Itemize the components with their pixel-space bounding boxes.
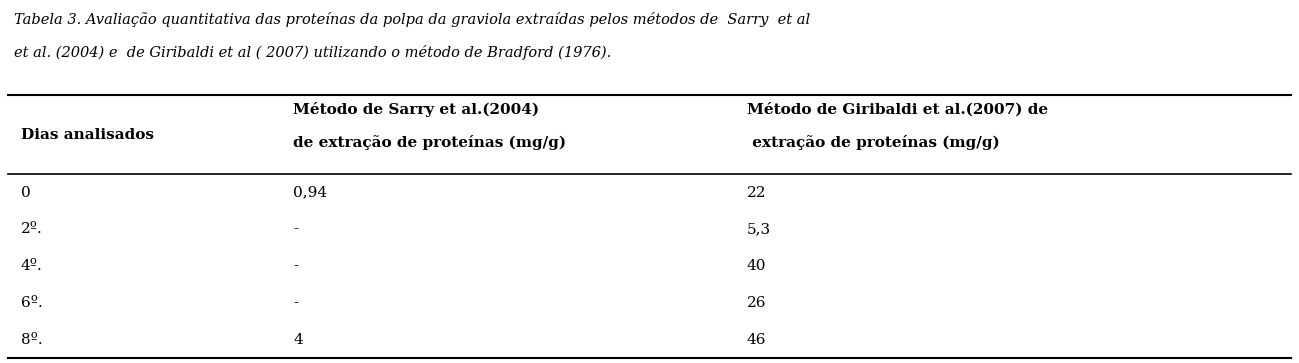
Text: et al. (2004) e  de Giribaldi et al ( 2007) utilizando o método de Bradford (197: et al. (2004) e de Giribaldi et al ( 200…: [14, 45, 612, 60]
Text: 6º.: 6º.: [21, 296, 43, 310]
Text: 8º.: 8º.: [21, 333, 43, 347]
Text: Tabela 3. Avaliação quantitativa das proteínas da polpa da graviola extraídas pe: Tabela 3. Avaliação quantitativa das pro…: [14, 12, 811, 27]
Text: 0: 0: [21, 185, 31, 200]
Text: 0,94: 0,94: [294, 185, 327, 200]
Text: extração de proteínas (mg/g): extração de proteínas (mg/g): [747, 135, 999, 150]
Text: -: -: [294, 296, 299, 310]
Text: 46: 46: [747, 333, 766, 347]
Text: -: -: [294, 259, 299, 273]
Text: Método de Sarry et al.(2004): Método de Sarry et al.(2004): [294, 102, 539, 117]
Text: 22: 22: [747, 185, 766, 200]
Text: -: -: [294, 223, 299, 236]
Text: 40: 40: [747, 259, 766, 273]
Text: 4: 4: [294, 333, 303, 347]
Text: 26: 26: [747, 296, 766, 310]
Text: 4º.: 4º.: [21, 259, 43, 273]
Text: Método de Giribaldi et al.(2007) de: Método de Giribaldi et al.(2007) de: [747, 102, 1048, 117]
Text: 2º.: 2º.: [21, 223, 43, 236]
Text: 5,3: 5,3: [747, 223, 770, 236]
Text: Dias analisados: Dias analisados: [21, 128, 153, 142]
Text: de extração de proteínas (mg/g): de extração de proteínas (mg/g): [294, 135, 566, 150]
